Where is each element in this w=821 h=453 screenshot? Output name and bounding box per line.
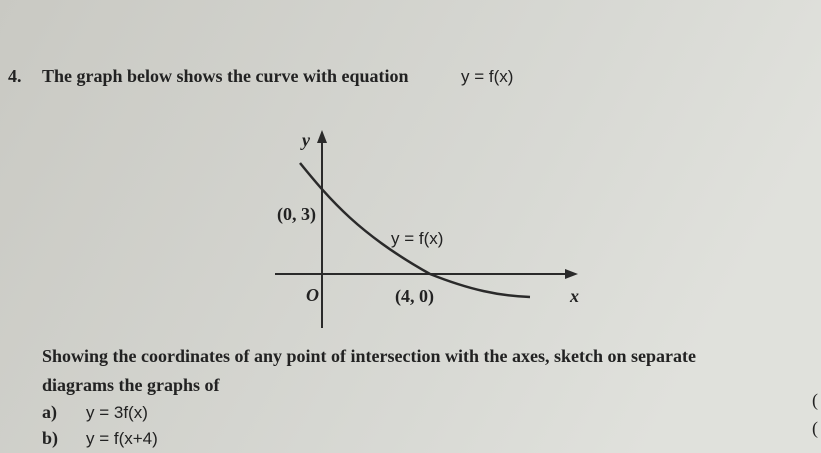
y-arrow <box>317 130 327 143</box>
origin-label: O <box>306 285 319 305</box>
part-equation: y = 3f(x) <box>86 403 148 422</box>
margin-mark: ( <box>812 390 818 411</box>
x-arrow <box>565 269 578 279</box>
question-statement: The graph below shows the curve with equ… <box>42 66 409 86</box>
question-equation: y = f(x) <box>461 67 513 86</box>
instruction-line: Showing the coordinates of any point of … <box>42 346 696 366</box>
question-number: 4. <box>8 66 22 86</box>
curve-label: y = f(x) <box>391 229 443 248</box>
instruction-line: diagrams the graphs of <box>42 375 221 395</box>
curve <box>299 162 531 299</box>
x-intercept-label: (4, 0) <box>395 286 434 307</box>
part-label: b) <box>42 428 58 449</box>
y-intercept-label: (0, 3) <box>277 204 316 225</box>
x-axis-label: x <box>569 286 579 306</box>
part-equation: y = f(x+4) <box>86 429 158 448</box>
part-label: a) <box>42 402 57 423</box>
margin-mark: ( <box>812 418 818 439</box>
graph <box>275 130 578 328</box>
y-axis-label: y <box>300 130 311 150</box>
